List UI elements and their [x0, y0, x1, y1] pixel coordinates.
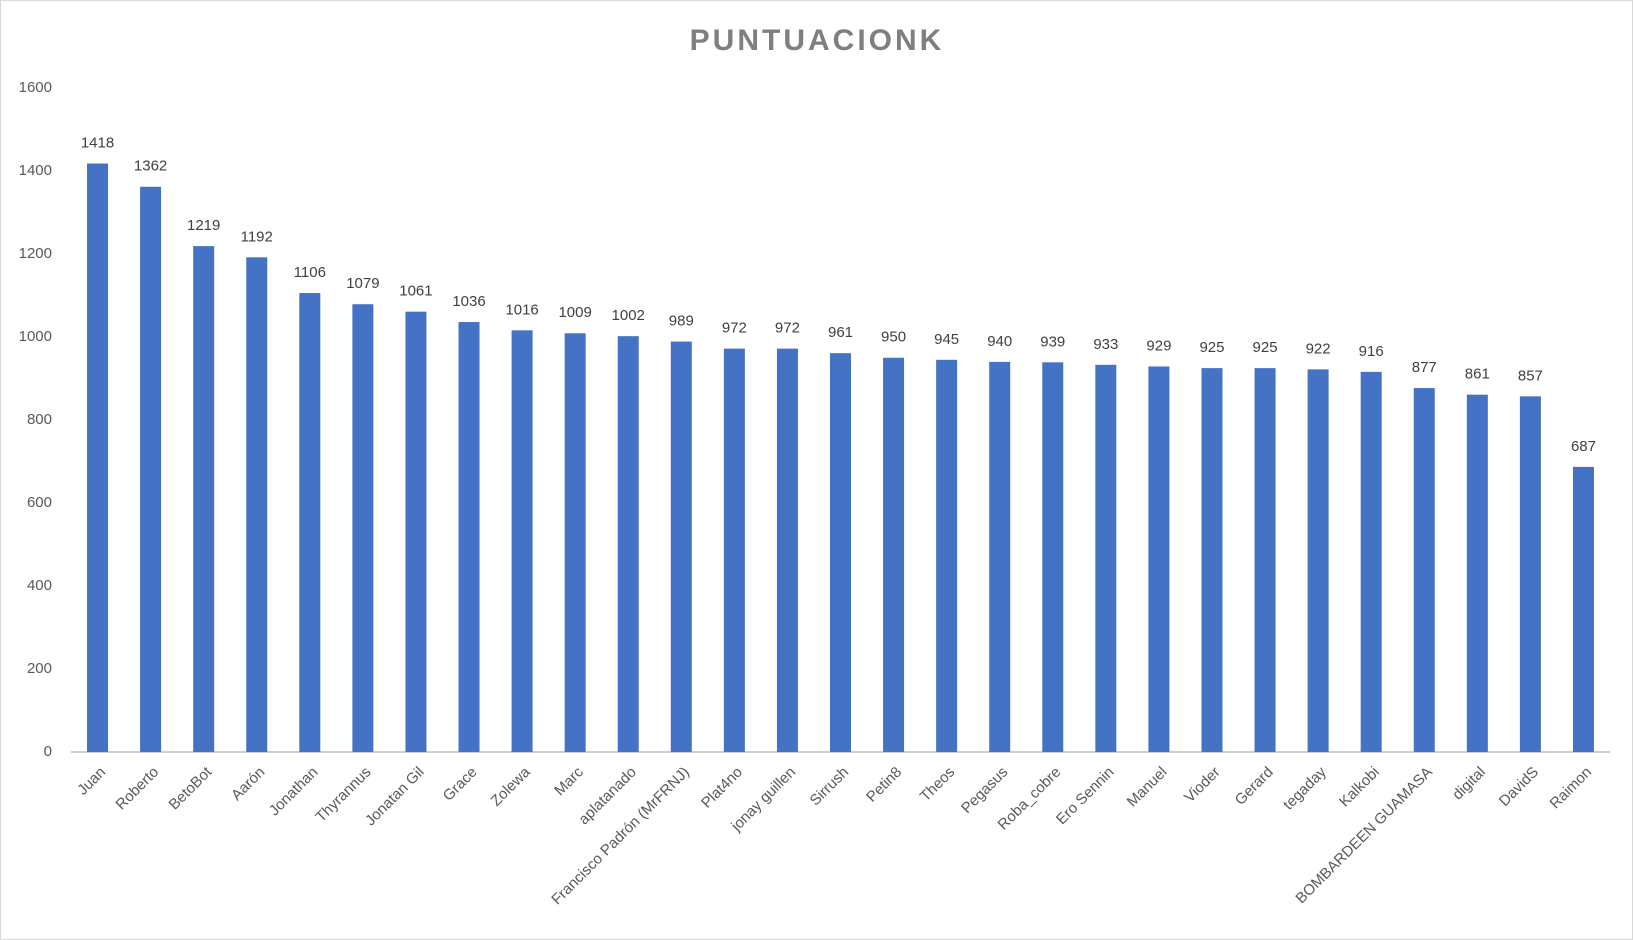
value-label: 940	[987, 333, 1012, 350]
y-tick-label: 0	[44, 743, 52, 760]
value-label: 1418	[81, 134, 114, 151]
bar	[1307, 369, 1329, 752]
bar	[617, 336, 639, 752]
value-label: 972	[722, 320, 747, 337]
bar	[140, 186, 162, 752]
bar	[1042, 362, 1064, 752]
value-label: 989	[669, 313, 694, 330]
bar	[723, 348, 745, 752]
y-tick-label: 1600	[19, 79, 52, 96]
value-label: 1079	[346, 275, 379, 292]
bar	[246, 257, 268, 752]
y-tick-label: 1400	[19, 162, 52, 179]
y-tick-label: 1200	[19, 245, 52, 262]
value-label: 1061	[399, 283, 432, 300]
value-label: 1362	[134, 158, 167, 175]
bar	[1360, 371, 1382, 752]
value-label: 925	[1253, 339, 1278, 356]
value-label: 1002	[612, 307, 645, 324]
bar	[458, 322, 480, 752]
value-label: 861	[1465, 366, 1490, 383]
value-label: 877	[1412, 359, 1437, 376]
bar	[1466, 394, 1488, 752]
value-label: 961	[828, 324, 853, 341]
bar	[883, 357, 905, 752]
bar	[1572, 466, 1594, 752]
value-label: 925	[1199, 339, 1224, 356]
bar	[564, 333, 586, 752]
bar	[87, 163, 109, 752]
y-tick-label: 1000	[19, 328, 52, 345]
bar	[830, 353, 851, 752]
bar	[1095, 364, 1117, 752]
bar	[776, 348, 798, 752]
chart-title: PUNTUACIONK	[690, 24, 945, 57]
value-label: 1036	[452, 293, 485, 310]
value-label: 857	[1518, 367, 1543, 384]
value-label: 1219	[187, 217, 220, 234]
bar	[1148, 366, 1170, 752]
bar	[1254, 368, 1276, 752]
value-label: 950	[881, 329, 906, 346]
y-tick-label: 400	[27, 577, 52, 594]
value-label: 687	[1571, 438, 1596, 455]
bar	[989, 361, 1011, 752]
value-label: 1016	[505, 301, 538, 318]
bar	[936, 359, 958, 752]
value-label: 972	[775, 320, 800, 337]
value-label: 922	[1306, 340, 1331, 357]
value-label: 945	[934, 331, 959, 348]
value-label: 933	[1093, 336, 1118, 353]
value-label: 1106	[294, 264, 326, 281]
bar	[511, 330, 533, 752]
bar	[193, 246, 215, 753]
bar	[670, 341, 692, 752]
value-label: 929	[1146, 337, 1171, 354]
value-label: 916	[1359, 343, 1384, 360]
bar	[1519, 396, 1541, 752]
bar	[1413, 388, 1435, 752]
value-label: 1009	[558, 304, 591, 321]
bar	[405, 311, 427, 752]
bar	[352, 304, 374, 752]
y-tick-label: 200	[27, 660, 52, 677]
y-tick-label: 600	[27, 494, 52, 511]
y-tick-label: 800	[27, 411, 52, 428]
value-label: 939	[1040, 333, 1065, 350]
bar	[1201, 368, 1223, 752]
value-label: 1192	[241, 228, 273, 245]
bar	[299, 293, 321, 752]
